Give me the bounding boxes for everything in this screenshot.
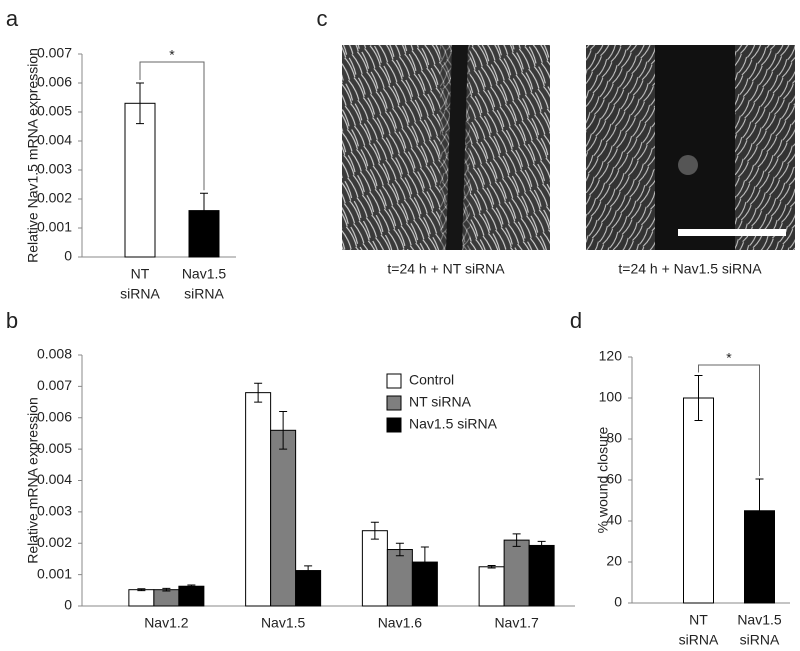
error-bar	[487, 565, 496, 569]
y-tick-label: 0.004	[37, 132, 72, 148]
error-bar	[136, 82, 144, 125]
y-tick-label: 0.002	[37, 190, 72, 206]
error-bar	[187, 584, 196, 588]
y-axis-label: Relative Nav1.5 mRNA expression	[25, 48, 41, 263]
panel-label: c	[317, 6, 328, 31]
y-tick-label: 0	[614, 594, 622, 610]
y-tick-label: 0.006	[37, 74, 72, 90]
y-axis-label: Relative mRNA expression	[25, 397, 41, 564]
y-tick-label: 0	[64, 597, 72, 613]
y-tick-label: 20	[606, 553, 622, 569]
significance-label: *	[726, 350, 732, 366]
panel-label: a	[6, 6, 19, 31]
legend-label: NT siRNA	[409, 394, 472, 410]
x-tick-label: Nav1.6	[378, 615, 423, 631]
x-tick-label: siRNA	[120, 286, 160, 302]
bar	[295, 570, 322, 607]
y-tick-label: 0.004	[37, 471, 72, 487]
y-tick-label: 0.002	[37, 534, 72, 550]
y-tick-label: 0	[64, 248, 72, 264]
x-tick-label: Nav1.7	[494, 615, 539, 631]
y-tick-label: 0.007	[37, 377, 72, 393]
error-bar	[254, 382, 263, 403]
legend-label: Nav1.5 siRNA	[409, 416, 498, 432]
y-tick-label: 120	[599, 348, 623, 364]
bar	[245, 392, 272, 607]
bar	[744, 510, 775, 604]
y-tick-label: 100	[599, 389, 623, 405]
bar	[478, 566, 505, 607]
x-tick-label: Nav1.5	[261, 615, 306, 631]
x-tick-label: Nav1.5	[182, 266, 227, 282]
y-tick-label: 0.003	[37, 161, 72, 177]
x-tick-label: NT	[131, 266, 150, 282]
bar	[361, 530, 388, 607]
bar	[528, 544, 555, 607]
error-bar	[304, 565, 313, 576]
legend-swatch	[386, 395, 402, 411]
panel-label: d	[570, 308, 582, 333]
x-tick-label: Nav1.5	[737, 612, 782, 628]
bar	[503, 539, 530, 607]
bar	[178, 585, 205, 607]
x-tick-label: siRNA	[184, 286, 224, 302]
y-tick-label: 0.003	[37, 503, 72, 519]
significance-label: *	[169, 47, 175, 63]
bar	[386, 549, 413, 607]
y-tick-label: 0.001	[37, 565, 72, 581]
panel-label: b	[6, 308, 18, 333]
legend-swatch	[386, 373, 402, 389]
bar	[683, 397, 714, 604]
error-bar	[420, 546, 429, 578]
x-tick-label: NT	[689, 612, 708, 628]
x-tick-label: siRNA	[740, 632, 780, 648]
image-caption: t=24 h + NT siRNA	[387, 261, 505, 277]
x-tick-label: siRNA	[679, 632, 719, 648]
legend-label: Control	[409, 372, 454, 388]
y-tick-label: 0.005	[37, 103, 72, 119]
error-bar	[755, 478, 764, 544]
legend-swatch	[386, 417, 402, 433]
error-bar	[512, 533, 521, 547]
error-bar	[137, 588, 146, 592]
error-bar	[395, 542, 404, 557]
y-tick-label: 0.007	[37, 45, 72, 61]
error-bar	[537, 540, 546, 551]
micrograph-nav15	[586, 45, 795, 250]
y-tick-label: 0.001	[37, 219, 72, 235]
y-axis-label: % wound closure	[595, 426, 611, 533]
y-tick-label: 0.006	[37, 408, 72, 424]
micrograph-nt	[342, 45, 550, 250]
bar	[124, 102, 156, 258]
error-bar	[279, 410, 288, 450]
bar	[411, 561, 438, 607]
error-bar	[162, 587, 171, 592]
y-tick-label: 80	[606, 430, 622, 446]
y-tick-label: 60	[606, 471, 622, 487]
y-tick-label: 0.005	[37, 440, 72, 456]
y-tick-label: 40	[606, 512, 622, 528]
error-bar	[370, 521, 379, 540]
error-bar	[200, 192, 208, 229]
error-bar	[694, 374, 703, 422]
significance-bracket	[139, 61, 205, 191]
bar	[270, 429, 297, 607]
y-tick-label: 0.008	[37, 346, 72, 362]
bar	[128, 589, 155, 607]
significance-bracket	[698, 364, 760, 476]
x-tick-label: Nav1.2	[144, 615, 189, 631]
bar	[153, 589, 180, 607]
image-caption: t=24 h + Nav1.5 siRNA	[618, 261, 762, 277]
